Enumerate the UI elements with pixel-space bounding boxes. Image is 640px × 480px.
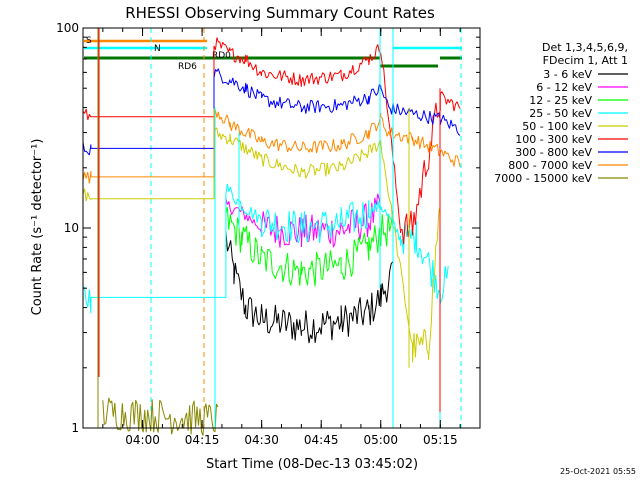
legend-entry-label: 7000 - 15000 keV: [494, 172, 592, 185]
legend-entry-label: 50 - 100 keV: [522, 120, 592, 133]
series-trace: [225, 193, 382, 248]
x-axis-label: Start Time (08-Dec-13 03:45:02): [206, 457, 418, 472]
series-25-to-50keV: [82, 183, 449, 314]
chart-title: RHESSI Observing Summary Count Rates: [125, 4, 435, 22]
legend-entry-label: 25 - 50 keV: [529, 107, 592, 120]
y-tick-label: 1: [71, 421, 79, 435]
legend-entry-label: 12 - 25 keV: [529, 94, 592, 107]
y-tick-label: 10: [64, 221, 79, 235]
annotation-layer: S N RD0 RD6: [84, 28, 462, 428]
axes-layer: 04:00 04:15 04:30 04:45 05:00 05:15 1 10 100: [56, 21, 481, 447]
annotation-label-s: S: [86, 36, 92, 46]
series-trace: [82, 127, 441, 363]
series-3-to-6keV: [225, 231, 394, 344]
y-axis-label: Count Rate (s⁻¹ detector⁻¹): [30, 139, 45, 316]
series-6-to-12keV: [225, 193, 382, 248]
y-tick-label: 100: [56, 21, 79, 35]
series-50-to-100keV: [82, 127, 441, 363]
series-trace: [82, 108, 461, 184]
legend-entry-label: 800 - 7000 keV: [508, 159, 592, 172]
series-trace: [82, 68, 461, 156]
series-300-to-800keV: [82, 68, 461, 156]
x-tick-label: 04:15: [185, 433, 220, 447]
x-tick-label: 05:15: [423, 433, 458, 447]
timestamp-label: 25-Oct-2021 05:55: [560, 467, 636, 476]
annotation-label-n: N: [154, 44, 161, 54]
x-tick-label: 04:30: [244, 433, 279, 447]
legend-entry-label: 100 - 300 keV: [515, 133, 592, 146]
legend-entry-label: 3 - 6 keV: [543, 68, 592, 81]
series-800-to-7000keV: [82, 108, 461, 184]
legend-header-line-1: Det 1,3,4,5,6,9,: [542, 41, 628, 54]
series-trace: [82, 183, 449, 314]
legend-header-line-2: FDecim 1, Att 1: [543, 54, 628, 67]
series-trace: [225, 206, 394, 287]
x-tick-label: 04:00: [125, 433, 160, 447]
x-tick-label: 04:45: [304, 433, 339, 447]
legend-entry-label: 6 - 12 keV: [536, 81, 592, 94]
series-trace: [102, 397, 219, 436]
series-100-to-300keV: [82, 37, 461, 245]
series-trace: [225, 231, 394, 344]
series-7000-to-15000keV: [102, 397, 219, 436]
series-12-to-25keV: [225, 206, 394, 287]
series-layer: [82, 28, 461, 436]
legend-entry-label: 300 - 800 keV: [515, 146, 592, 159]
annotation-label-rd0: RD0: [212, 51, 231, 61]
series-trace: [82, 37, 461, 245]
annotation-label-rd6: RD6: [178, 62, 197, 72]
x-tick-label: 05:00: [363, 433, 398, 447]
